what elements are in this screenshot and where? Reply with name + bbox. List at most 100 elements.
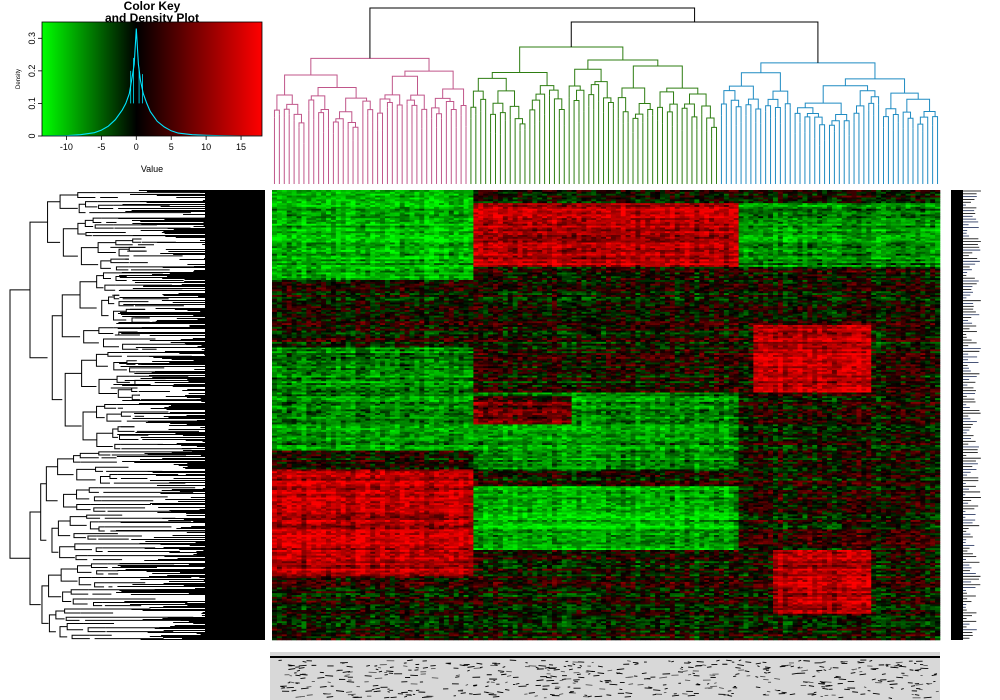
heatmap-cell: [297, 198, 302, 200]
heatmap-cell: [763, 196, 768, 198]
row-branch: [79, 204, 85, 212]
heatmap-cell: [861, 190, 866, 192]
heatmap-cell: [655, 194, 660, 196]
heatmap-cell: [297, 196, 302, 198]
heatmap-cell: [547, 192, 552, 194]
heatmap-cell: [793, 198, 798, 200]
row-branch: [46, 467, 57, 501]
heatmap-cell: [439, 196, 444, 198]
heatmap-cell: [395, 198, 400, 200]
heatmap-cell: [729, 198, 734, 200]
heatmap-cell: [861, 198, 866, 200]
heatmap-cell: [272, 196, 277, 198]
row-branch: [74, 534, 86, 538]
heatmap-cell: [685, 196, 690, 198]
heatmap-cell: [405, 194, 410, 196]
dendro-root-branch: [571, 22, 818, 63]
row-branch: [63, 592, 72, 602]
heatmap-cell: [645, 192, 650, 194]
heatmap-cell: [346, 198, 351, 200]
dendro-branch: [392, 76, 417, 95]
dendro-branch: [854, 113, 859, 129]
heatmap-cell: [537, 192, 542, 194]
heatmap-cell: [444, 198, 449, 200]
heatmap-cell: [699, 199, 704, 201]
heatmap-cell: [773, 199, 778, 201]
heatmap-cell: [400, 192, 405, 194]
dendro-branch: [815, 117, 822, 139]
heatmap-cell: [468, 196, 473, 198]
heatmap-cell: [523, 190, 528, 192]
heatmap-cell: [616, 192, 621, 194]
heatmap-cell: [331, 196, 336, 198]
row-branch: [116, 241, 133, 245]
dendro-branch: [411, 95, 425, 109]
row-branch: [52, 316, 62, 400]
row-branch: [89, 488, 99, 493]
row-branch: [133, 239, 142, 242]
heatmap-cell: [876, 198, 881, 200]
heatmap-cell: [802, 192, 807, 194]
heatmap-cell: [532, 198, 537, 200]
heatmap-cell: [670, 190, 675, 192]
heatmap-cell: [523, 196, 528, 198]
row-branch: [104, 339, 119, 347]
heatmap-cell: [326, 194, 331, 196]
heatmap-cell: [277, 194, 282, 196]
heatmap-cell: [832, 190, 837, 192]
row-branch: [110, 475, 117, 479]
heatmap-cell: [886, 194, 891, 196]
heatmap-cell: [356, 196, 361, 198]
heatmap-cell: [277, 192, 282, 194]
heatmap-cell: [508, 192, 513, 194]
row-branch: [97, 433, 113, 446]
heatmap-cell: [272, 190, 277, 192]
row-branch: [82, 360, 97, 386]
heatmap-cell: [709, 190, 714, 192]
row-branch: [129, 247, 145, 251]
row-branch: [64, 494, 77, 507]
heatmap-cell: [356, 190, 361, 192]
heatmap-cell: [577, 190, 582, 192]
heatmap-cell: [783, 192, 788, 194]
heatmap-cell: [621, 190, 626, 192]
heatmap-cell: [488, 192, 493, 194]
heatmap-cell: [665, 199, 670, 201]
heatmap-cell: [876, 190, 881, 192]
heatmap-cell: [331, 199, 336, 201]
heatmap-cell: [297, 199, 302, 201]
heatmap-cell: [326, 198, 331, 200]
heatmap-cell: [655, 198, 660, 200]
heatmap-cell: [778, 198, 783, 200]
heatmap-cell: [562, 198, 567, 200]
heatmap-cell: [449, 192, 454, 194]
heatmap-cell: [621, 198, 626, 200]
dendro-branch: [491, 114, 496, 133]
dendro-branch: [520, 124, 525, 130]
heatmap-cell: [753, 192, 758, 194]
heatmap-cell: [901, 190, 906, 192]
heatmap-cell: [410, 194, 415, 196]
heatmap-cell: [400, 196, 405, 198]
dendro-branch: [294, 114, 301, 123]
row-branch: [103, 273, 111, 279]
heatmap-cell: [351, 198, 356, 200]
heatmap-cell: [547, 194, 552, 196]
heatmap-cell: [508, 190, 513, 192]
heatmap-cell: [586, 198, 591, 200]
heatmap-cell: [483, 198, 488, 200]
heatmap-cell: [439, 192, 444, 194]
heatmap-cell: [601, 190, 606, 192]
heatmap-cell: [282, 192, 287, 194]
heatmap-cell: [680, 192, 685, 194]
x-tick-label-1: -5: [97, 142, 105, 152]
heatmap-cell: [444, 190, 449, 192]
heatmap-cell: [493, 194, 498, 196]
heatmap-cell: [680, 190, 685, 192]
heatmap-cell: [635, 196, 640, 198]
heatmap-cell: [694, 198, 699, 200]
heatmap-cell: [675, 192, 680, 194]
heatmap-cell: [518, 190, 523, 192]
heatmap-cell: [439, 198, 444, 200]
heatmap-cell: [478, 192, 483, 194]
